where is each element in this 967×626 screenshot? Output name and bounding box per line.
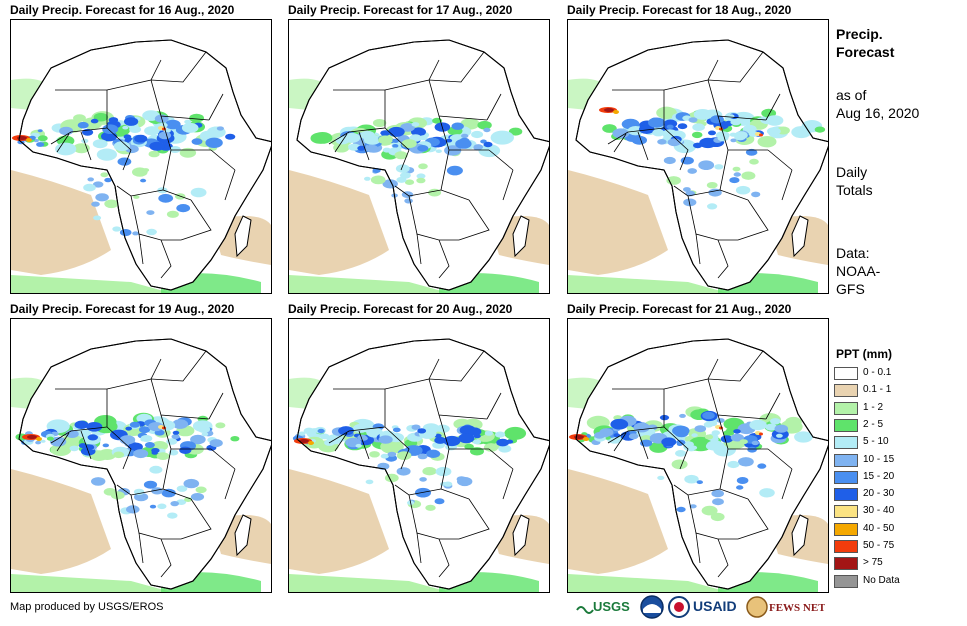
heading-line: Precip. — [836, 26, 883, 42]
legend-swatch — [834, 574, 858, 588]
usaid-seal-icon — [667, 594, 691, 620]
usgs-wordmark: USGS — [593, 599, 630, 614]
legend-swatch — [834, 401, 858, 415]
legend-swatch — [834, 418, 858, 432]
data-line: NOAA- — [836, 263, 881, 279]
legend-swatch — [834, 470, 858, 484]
totals-line: Daily — [836, 164, 868, 180]
legend-label: 0 - 0.1 — [863, 367, 892, 378]
totals-note: Daily Totals — [836, 163, 873, 199]
heading-line: Forecast — [836, 44, 895, 60]
legend-label: 10 - 15 — [863, 453, 895, 465]
data-source: Data: NOAA- GFS — [836, 244, 880, 298]
legend-label: 1 - 2 — [863, 401, 884, 413]
fews-net-wordmark: FEWS NET — [769, 602, 825, 614]
legend-label: 50 - 75 — [863, 540, 895, 551]
as-of-label: as of — [836, 87, 867, 103]
data-line: Data: — [836, 245, 870, 261]
totals-line: Totals — [836, 182, 873, 198]
noaa-logo — [639, 594, 665, 620]
legend-label: 5 - 10 — [863, 436, 889, 448]
legend-label: 30 - 40 — [863, 505, 895, 517]
precip-map — [288, 19, 550, 294]
legend-title: PPT (mm) — [836, 347, 893, 361]
map-credit: Map produced by USGS/EROS — [10, 601, 164, 613]
panel-title: Daily Precip. Forecast for 17 Aug., 2020 — [288, 3, 513, 17]
legend-swatch — [834, 488, 858, 502]
legend-swatch — [834, 384, 858, 398]
panel-title: Daily Precip. Forecast for 21 Aug., 2020 — [567, 302, 792, 316]
as-of-date: as of Aug 16, 2020 — [836, 86, 919, 122]
precip-map — [10, 19, 272, 294]
as-of-value: Aug 16, 2020 — [836, 105, 920, 121]
legend-swatch — [834, 557, 858, 571]
sidebar-heading: Precip. Forecast — [836, 25, 894, 61]
legend-label: 40 - 50 — [863, 522, 895, 534]
precip-map — [288, 318, 550, 593]
data-line: GFS — [836, 281, 865, 297]
precip-map — [567, 19, 829, 294]
legend-label: 15 - 20 — [863, 470, 895, 482]
precip-map — [10, 318, 272, 593]
panel-title: Daily Precip. Forecast for 18 Aug., 2020 — [567, 3, 792, 17]
panel-title: Daily Precip. Forecast for 19 Aug., 2020 — [10, 302, 235, 316]
usgs-logo: USGS — [575, 594, 635, 620]
legend-swatch — [834, 367, 858, 380]
fews-net-logo: FEWS NET — [745, 594, 826, 620]
legend-swatch — [834, 540, 858, 553]
panel-title: Daily Precip. Forecast for 20 Aug., 2020 — [288, 302, 513, 316]
usaid-wordmark: USAID — [693, 598, 737, 614]
usaid-logo: USAID — [693, 598, 743, 624]
legend-label: 20 - 30 — [863, 488, 895, 500]
legend-swatch — [834, 436, 858, 450]
panel-title: Daily Precip. Forecast for 16 Aug., 2020 — [10, 3, 235, 17]
legend-label: No Data — [863, 574, 900, 586]
legend-label: 0.1 - 1 — [863, 384, 892, 396]
legend-swatch — [834, 453, 858, 467]
legend-swatch — [834, 522, 858, 536]
legend-label: 2 - 5 — [863, 418, 884, 430]
precip-map — [567, 318, 829, 593]
legend-label: > 75 — [863, 557, 883, 569]
legend-swatch — [834, 505, 858, 519]
